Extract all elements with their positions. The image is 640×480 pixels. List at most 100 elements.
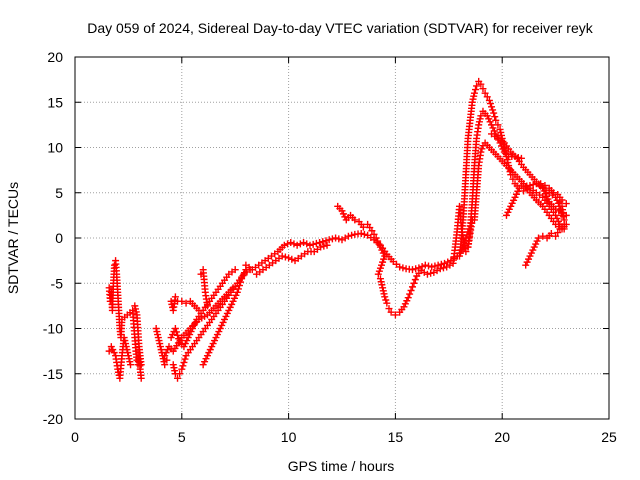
y-tick-label: -5 [51, 275, 64, 291]
data-point [234, 285, 242, 293]
data-point [233, 288, 241, 296]
data-point [490, 109, 498, 117]
data-point [478, 145, 486, 153]
data-point [293, 241, 301, 249]
x-tick-label: 5 [178, 429, 186, 445]
data-point [235, 282, 243, 290]
data-point [176, 370, 184, 378]
x-axis: 0 5 10 15 20 25 [71, 57, 617, 445]
data-point [408, 266, 416, 274]
data-point [514, 153, 522, 161]
data-point [494, 121, 502, 129]
y-tick-label: -20 [43, 411, 63, 427]
y-tick-label: 20 [47, 49, 63, 65]
data-point [562, 211, 570, 219]
data-point [203, 302, 211, 310]
data-point [360, 230, 368, 238]
data-point [319, 238, 327, 246]
data-point [178, 297, 186, 305]
data-point [562, 200, 570, 208]
y-axis-label: SDTVAR / TECUs [5, 182, 21, 294]
data-point [483, 93, 491, 101]
data-point [385, 305, 393, 313]
data-point [370, 230, 378, 238]
data-point [399, 264, 407, 272]
data-point [391, 311, 399, 319]
data-point [300, 239, 308, 247]
data-point [421, 261, 429, 269]
data-point [488, 103, 496, 111]
data-point [344, 232, 352, 240]
data-point [549, 189, 557, 197]
data-point [179, 362, 187, 370]
data-point [535, 234, 543, 242]
data-point [473, 82, 481, 90]
chart-title: Day 059 of 2024, Sidereal Day-to-day VTE… [87, 20, 593, 36]
x-tick-label: 10 [281, 429, 297, 445]
data-point [558, 196, 566, 204]
data-point [181, 355, 189, 363]
data-point [180, 358, 188, 366]
data-point [541, 182, 549, 190]
y-axis: -20 -15 -10 -5 0 5 10 15 20 [43, 49, 609, 427]
grid [75, 57, 609, 419]
data-point [290, 240, 298, 248]
y-tick-label: 5 [55, 185, 63, 201]
data-point [284, 240, 292, 248]
data-point [332, 234, 340, 242]
data-point [552, 232, 560, 240]
data-point [489, 106, 497, 114]
data-point [368, 227, 376, 235]
data-point [425, 262, 433, 270]
data-point [171, 325, 179, 332]
data-point [325, 236, 333, 244]
data-point [407, 286, 415, 294]
data-point [406, 290, 414, 298]
data-point [539, 232, 547, 240]
data-point [554, 229, 562, 237]
data-point [163, 356, 171, 364]
data-point [174, 374, 182, 382]
data-point [558, 202, 566, 210]
data-point [285, 254, 293, 262]
data-point [387, 308, 395, 316]
data-point [178, 365, 186, 373]
data-point [547, 229, 555, 237]
data-point [229, 284, 237, 292]
data-point [470, 89, 478, 97]
y-tick-label: 0 [55, 230, 63, 246]
data-point [182, 299, 190, 307]
data-point [172, 328, 180, 336]
data-point [161, 361, 169, 369]
data-point [479, 85, 487, 93]
x-tick-label: 15 [388, 429, 404, 445]
data-point [437, 260, 445, 268]
data-point [317, 243, 325, 251]
data-point [171, 293, 179, 301]
data-point [281, 253, 289, 261]
data-point [418, 263, 426, 271]
data-point [477, 148, 485, 156]
x-axis-label: GPS time / hours [288, 458, 395, 474]
data-point [382, 296, 390, 304]
data-point [383, 299, 391, 307]
data-point [316, 239, 324, 247]
data-point [472, 86, 479, 94]
data-point [491, 113, 499, 121]
data-point [309, 240, 317, 248]
data-point [335, 235, 343, 243]
data-point [477, 80, 485, 88]
data-points [105, 77, 570, 382]
data-point [441, 259, 449, 267]
data-point [351, 216, 359, 224]
data-point [431, 262, 439, 270]
data-point [357, 229, 365, 237]
data-point [439, 264, 447, 272]
data-point [328, 235, 336, 243]
data-point [509, 175, 517, 183]
data-point [287, 239, 295, 247]
data-point [412, 265, 420, 273]
data-point [485, 96, 493, 104]
data-point [323, 241, 331, 249]
